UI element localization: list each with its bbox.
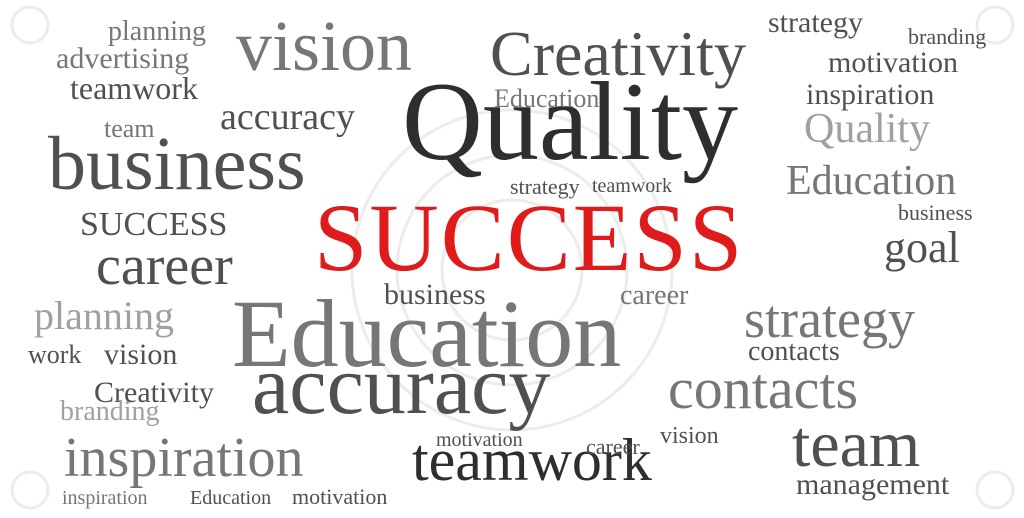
word-branding-upper: branding	[908, 26, 986, 48]
word-creativity-large: Creativity	[490, 22, 746, 86]
word-career-large: career	[96, 238, 233, 294]
word-strategy-mid: strategy	[768, 8, 863, 38]
word-motivation-bottom: motivation	[292, 486, 387, 508]
word-advertising-mid: advertising	[56, 44, 189, 74]
word-vision-large: vision	[236, 10, 412, 82]
word-contacts-large: contacts	[668, 360, 858, 418]
word-inspiration-large: inspiration	[64, 430, 304, 486]
word-accuracy-mid: accuracy	[220, 98, 355, 136]
word-inspiration-bottom: inspiration	[62, 488, 148, 508]
word-vision-mid: vision	[104, 340, 177, 370]
word-planning-upper: planning	[108, 18, 206, 46]
word-motivation-mid: motivation	[828, 48, 958, 78]
word-management-large: management	[796, 470, 949, 500]
headline-success: SUCCESS	[314, 190, 744, 286]
word-career-lower: career	[586, 436, 640, 458]
word-contacts-mid: contacts	[748, 338, 840, 366]
word-education-mid: Education	[786, 160, 956, 202]
word-vision-lower: vision	[660, 424, 719, 448]
word-business-right: business	[898, 202, 973, 224]
word-inspiration-mid: inspiration	[806, 80, 934, 110]
word-planning-large: planning	[34, 296, 174, 336]
word-work-left: work	[28, 342, 81, 368]
word-education-upper: Education	[494, 86, 599, 112]
word-motivation-lower: motivation	[436, 430, 523, 450]
word-branding-mid: branding	[60, 398, 160, 426]
word-success-mid: SUCCESS	[80, 208, 227, 242]
word-team-upper: team	[104, 116, 155, 142]
word-quality-mid: Quality	[804, 108, 930, 150]
word-teamwork-mid: teamwork	[70, 72, 198, 104]
word-education-bottom: Education	[190, 488, 271, 508]
word-goal-large: goal	[884, 226, 960, 270]
word-accuracy-large: accuracy	[252, 344, 550, 428]
